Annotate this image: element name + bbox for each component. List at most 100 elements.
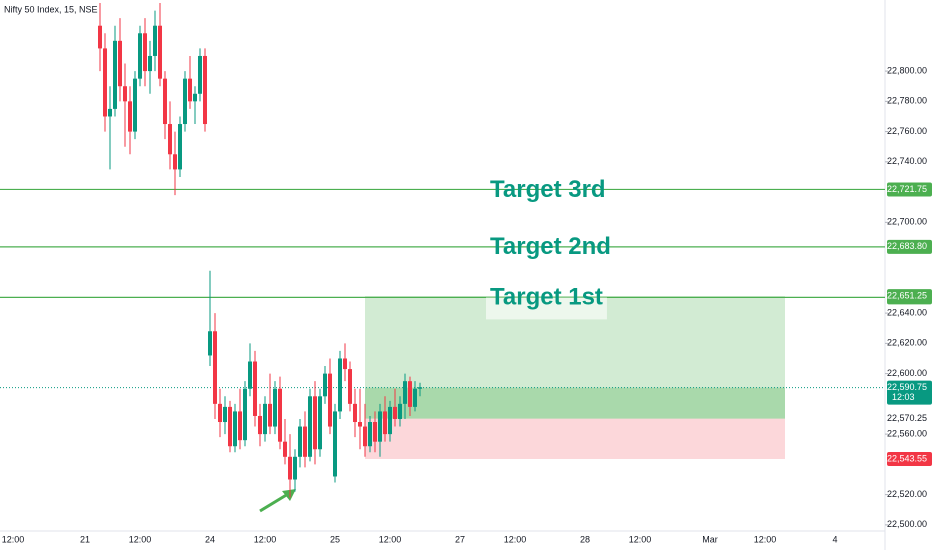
candle-body bbox=[98, 25, 102, 49]
level-text: Target 3rd bbox=[490, 176, 606, 203]
y-tick-label: 22,780.00 bbox=[887, 96, 927, 106]
open-profit bbox=[365, 387, 785, 419]
candle-body bbox=[228, 406, 232, 447]
y-tick-label: 22,500.00 bbox=[887, 519, 927, 529]
candle-body bbox=[393, 406, 397, 419]
chart-title: Nifty 50 Index, 15, NSE bbox=[4, 4, 98, 14]
price-badge-label: 22,721.75 bbox=[887, 184, 927, 194]
candle-body bbox=[108, 108, 112, 117]
candle-body bbox=[343, 358, 347, 370]
candle-body bbox=[238, 411, 242, 441]
candle-body bbox=[158, 25, 162, 79]
price-badge bbox=[887, 289, 932, 304]
loss-zone bbox=[365, 418, 785, 459]
candle-body bbox=[138, 33, 142, 79]
candle-body bbox=[303, 426, 307, 457]
candle-body bbox=[113, 40, 117, 109]
candle-body bbox=[103, 48, 107, 117]
candle-body bbox=[163, 78, 167, 125]
candle-body bbox=[183, 78, 187, 125]
candle-body bbox=[408, 381, 412, 407]
candle-body bbox=[173, 154, 177, 170]
candle-body bbox=[363, 426, 367, 447]
arrow bbox=[259, 492, 289, 513]
x-tick-label: 12:00 bbox=[504, 534, 527, 544]
candle-body bbox=[403, 381, 407, 404]
candle-body bbox=[368, 422, 372, 447]
y-tick-label: 22,800.00 bbox=[887, 65, 927, 75]
x-tick-label: 4 bbox=[832, 534, 837, 544]
candle-body bbox=[243, 388, 247, 441]
price-badge bbox=[887, 452, 932, 466]
candle-body bbox=[308, 396, 312, 457]
candle-body bbox=[318, 396, 322, 450]
candle-body bbox=[278, 388, 282, 442]
price-badge bbox=[887, 411, 932, 426]
candle-body bbox=[258, 415, 262, 435]
candle-body bbox=[378, 411, 382, 442]
candle-body bbox=[268, 403, 272, 427]
candle-body bbox=[153, 25, 157, 56]
candle-body bbox=[283, 441, 287, 457]
x-tick-label: 28 bbox=[580, 534, 590, 544]
candle-body bbox=[358, 422, 362, 427]
candle-body bbox=[333, 411, 337, 477]
candle-body bbox=[338, 358, 342, 412]
x-tick-label: 24 bbox=[205, 534, 215, 544]
candle-body bbox=[188, 78, 192, 102]
candle-body bbox=[193, 93, 197, 102]
y-tick-label: 22,520.00 bbox=[887, 489, 927, 499]
candle-body bbox=[293, 456, 297, 480]
x-tick-label: 21 bbox=[80, 534, 90, 544]
candle-body bbox=[123, 86, 127, 102]
candle-body bbox=[223, 406, 227, 423]
x-tick-label: 12:00 bbox=[2, 534, 25, 544]
y-tick-label: 22,740.00 bbox=[887, 156, 927, 166]
price-badge-label: 22,651.25 bbox=[887, 290, 927, 300]
y-tick-label: 22,700.00 bbox=[887, 217, 927, 227]
candle-body bbox=[233, 411, 237, 447]
candle-body bbox=[143, 33, 147, 72]
candle-body bbox=[273, 388, 277, 427]
candle-body bbox=[418, 387, 422, 389]
candle-body bbox=[118, 40, 122, 87]
candle-body bbox=[298, 426, 302, 457]
y-tick-label: 22,620.00 bbox=[887, 338, 927, 348]
price-badge bbox=[887, 380, 932, 405]
candle-body bbox=[253, 361, 257, 416]
candle-body bbox=[248, 361, 252, 389]
arrow-head bbox=[282, 489, 296, 501]
candle-body bbox=[288, 456, 292, 480]
candle-body bbox=[178, 124, 182, 170]
candle-body bbox=[218, 403, 222, 423]
x-tick-label: 25 bbox=[330, 534, 340, 544]
price-badge bbox=[887, 182, 932, 197]
price-badge-label: 22,590.75 bbox=[887, 382, 927, 392]
x-tick-label: 12:00 bbox=[629, 534, 652, 544]
y-tick-label: 22,600.00 bbox=[887, 368, 927, 378]
y-tick-label: 22,760.00 bbox=[887, 126, 927, 136]
candle-body bbox=[328, 373, 332, 427]
level-text: Target 2nd bbox=[490, 233, 611, 260]
candle-body bbox=[353, 403, 357, 423]
candle-body bbox=[213, 331, 217, 404]
level-text-bg bbox=[486, 297, 607, 320]
candle-body bbox=[208, 331, 212, 356]
candle-body bbox=[323, 373, 327, 397]
candle-body bbox=[148, 55, 152, 72]
x-tick-label: 27 bbox=[455, 534, 465, 544]
candle-body bbox=[413, 388, 417, 407]
x-tick-label: 12:00 bbox=[754, 534, 777, 544]
price-badge-time: 12:03 bbox=[892, 392, 915, 402]
candle-body bbox=[398, 403, 402, 419]
price-badge-label: 22,570.25 bbox=[887, 413, 927, 423]
candle-body bbox=[373, 422, 377, 442]
y-tick-label: 22,560.00 bbox=[887, 428, 927, 438]
level-text: Target 1st bbox=[490, 284, 603, 311]
candle-body bbox=[128, 101, 132, 132]
price-badge bbox=[887, 239, 932, 254]
candle-body bbox=[263, 403, 267, 435]
x-tick-label: Mar bbox=[702, 534, 718, 544]
